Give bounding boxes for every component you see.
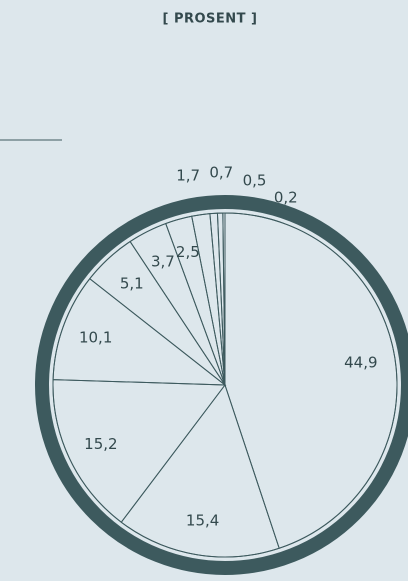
data-label: 0,7 bbox=[209, 164, 233, 182]
data-label: 15,2 bbox=[84, 435, 117, 453]
data-label: 2,5 bbox=[176, 243, 200, 261]
chart-title: [ PROSENT ] bbox=[162, 12, 257, 27]
pie-slice bbox=[120, 383, 280, 558]
data-label: 1,7 bbox=[176, 167, 200, 185]
pie-ring bbox=[35, 195, 408, 575]
data-label: 15,4 bbox=[186, 511, 219, 529]
pie-slice bbox=[165, 215, 226, 386]
data-label: 0,5 bbox=[243, 172, 267, 190]
data-label: 0,2 bbox=[274, 189, 298, 207]
data-label: 44,9 bbox=[344, 354, 377, 372]
pie-slice bbox=[222, 212, 226, 386]
data-label: 3,7 bbox=[151, 253, 175, 271]
pie-slice bbox=[52, 379, 226, 523]
data-label: 10,1 bbox=[79, 328, 112, 346]
pie-slice bbox=[52, 278, 227, 386]
pie-slice bbox=[224, 212, 398, 549]
data-label: 5,1 bbox=[120, 274, 144, 292]
